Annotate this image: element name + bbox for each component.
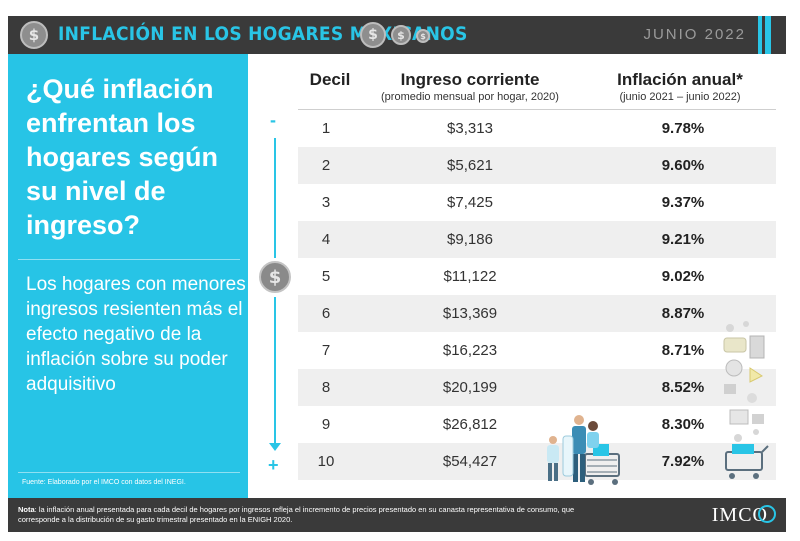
footer-bar: Nota: la inflación anual presentada para… <box>8 498 786 532</box>
dollar-coin-icon: $ <box>360 22 386 48</box>
header-accent-stripe <box>765 16 771 54</box>
groceries-illustration <box>723 321 769 479</box>
inflacion-cell: 9.21% <box>661 231 705 248</box>
dollar-coin-icon: $ <box>391 25 411 45</box>
ingreso-cell: $7,425 <box>447 194 493 211</box>
ingreso-cell: $3,313 <box>447 120 493 137</box>
divider <box>18 259 240 260</box>
column-header-inflacion: Inflación anual* <box>617 70 743 89</box>
inflacion-cell: 8.71% <box>661 342 705 359</box>
decil-cell: 3 <box>321 194 331 211</box>
decil-cell: 8 <box>321 379 331 396</box>
table-row: 9 $26,812 8.30% <box>298 406 776 443</box>
table-row: 1 $3,313 9.78% <box>298 110 776 147</box>
ingreso-cell: $20,199 <box>442 379 498 396</box>
header-date: JUNIO 2022 <box>643 26 746 43</box>
column-subheader-inflacion: (junio 2021 – junio 2022) <box>619 91 741 103</box>
table-row: 8 $20,199 8.52% <box>298 369 776 406</box>
decil-cell: 2 <box>321 157 331 174</box>
decil-cell: 7 <box>321 342 331 359</box>
ingreso-cell: $16,223 <box>442 342 498 359</box>
arrow-down-icon <box>269 443 281 451</box>
scale-line <box>274 138 276 258</box>
decil-cell: 5 <box>321 268 331 285</box>
table-row: 6 $13,369 8.87% <box>298 295 776 332</box>
table-row: 2 $5,621 9.60% <box>298 147 776 184</box>
ingreso-cell: $13,369 <box>442 305 498 322</box>
table-row: 7 $16,223 8.71% <box>298 332 776 369</box>
scale-line <box>274 297 276 444</box>
decil-cell: 4 <box>321 231 331 248</box>
header-accent-stripe <box>758 16 762 54</box>
decil-cell: 1 <box>321 120 331 137</box>
footer-note: Nota: la inflación anual presentada para… <box>18 505 578 525</box>
dollar-coin-icon: $ <box>416 29 430 43</box>
ingreso-cell: $54,427 <box>442 453 498 470</box>
table-row: 3 $7,425 9.37% <box>298 184 776 221</box>
ingreso-cell: $9,186 <box>447 231 493 248</box>
question-title: ¿Qué inflación enfrentan los hogares seg… <box>26 74 219 240</box>
column-subheader-ingreso: (promedio mensual por hogar, 2020) <box>381 91 559 103</box>
scale-plus: + <box>268 455 279 475</box>
divider <box>18 472 240 473</box>
decil-cell: 10 <box>317 453 335 470</box>
inflacion-cell: 8.87% <box>661 305 705 322</box>
inflacion-cell: 9.60% <box>661 157 705 174</box>
decil-cell: 9 <box>321 416 331 433</box>
inflacion-cell: 8.30% <box>661 416 705 433</box>
shoppers-illustration <box>547 415 620 485</box>
header-bar: $ INFLACIÓN EN LOS HOGARES MEXICANOS $ $… <box>8 16 786 54</box>
scale-minus: - <box>270 110 276 130</box>
dollar-coin-icon: $ <box>20 21 48 49</box>
note-text: : la inflación anual presentada para cad… <box>18 505 575 524</box>
table-row: 4 $9,186 9.21% <box>298 221 776 258</box>
left-panel: ¿Qué inflación enfrentan los hogares seg… <box>8 54 248 498</box>
inflacion-cell: 7.92% <box>661 453 705 470</box>
decil-cell: 6 <box>321 305 331 322</box>
inflacion-cell: 9.78% <box>661 120 705 137</box>
column-header-ingreso: Ingreso corriente <box>400 70 540 89</box>
table-row: 5 $11,122 9.02% <box>298 258 776 295</box>
source-note: Fuente: Elaborado por el IMCO con datos … <box>22 479 186 486</box>
inflacion-cell: 8.52% <box>661 379 705 396</box>
imco-logo: IMCO <box>711 504 768 526</box>
ingreso-cell: $11,122 <box>443 268 497 285</box>
column-header-decil: Decil <box>309 70 351 89</box>
summary-text: Los hogares con menores ingresos resient… <box>26 274 246 395</box>
inflacion-cell: 9.37% <box>661 194 705 211</box>
ingreso-cell: $26,812 <box>442 416 498 433</box>
logo-ring <box>758 505 776 523</box>
inflacion-cell: 9.02% <box>661 268 705 285</box>
note-label: Nota <box>18 505 35 514</box>
dollar-coin-icon: $ <box>259 261 291 293</box>
header-rule <box>298 109 776 110</box>
ingreso-cell: $5,621 <box>447 157 493 174</box>
table-row: 10 $54,427 7.92% <box>298 443 776 480</box>
